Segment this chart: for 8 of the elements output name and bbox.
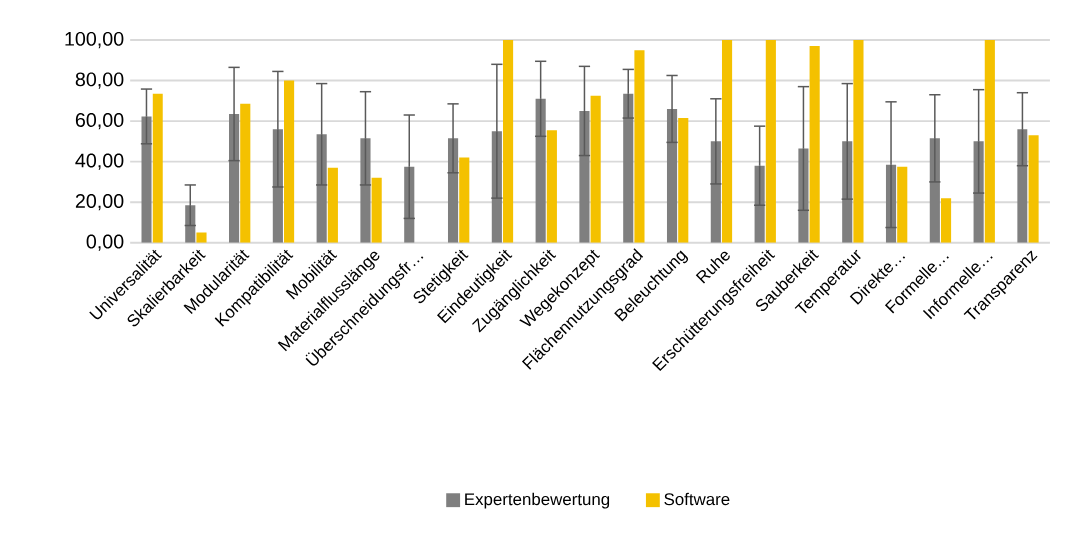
y-tick-label: 20,00 (75, 193, 124, 211)
legend-label: Expertenbewertung (465, 492, 610, 509)
y-tick-label: 0,00 (86, 234, 124, 251)
y-tick-label: 100,00 (65, 31, 124, 48)
y-tick-label: 40,00 (75, 153, 124, 170)
legend-label: Software (664, 492, 730, 505)
y-tick-label: 80,00 (75, 72, 124, 89)
y-tick-label: 60,00 (75, 112, 124, 129)
